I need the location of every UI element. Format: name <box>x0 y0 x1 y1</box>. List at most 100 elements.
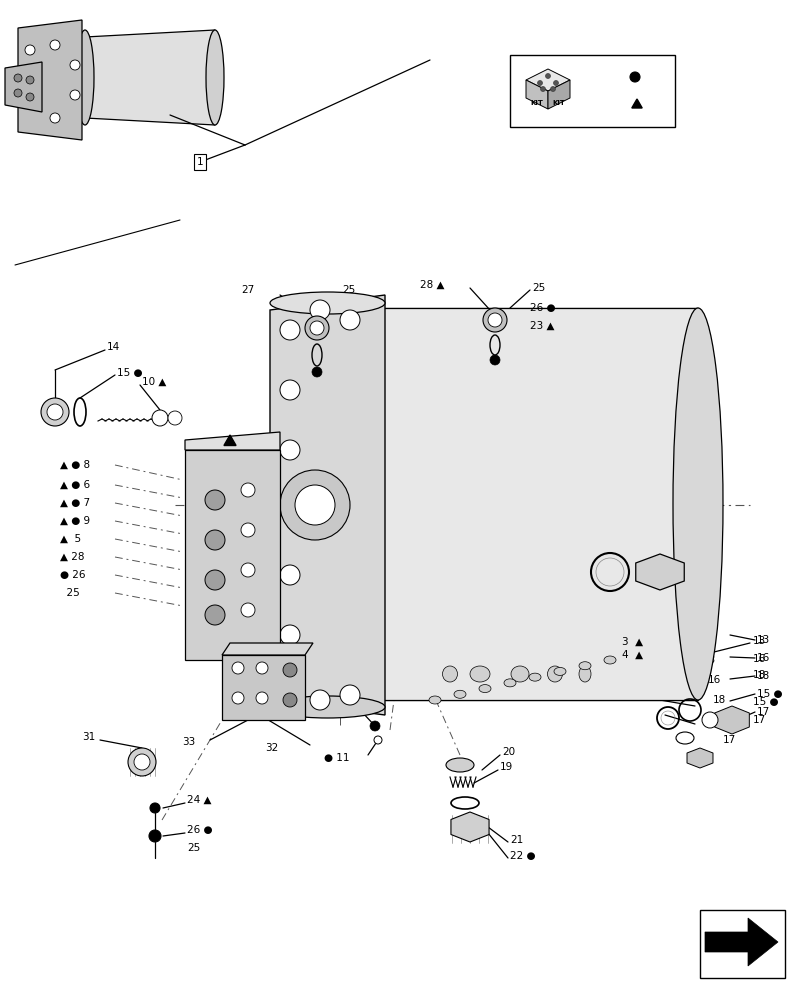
Ellipse shape <box>511 666 528 682</box>
Polygon shape <box>525 80 548 109</box>
Text: 29: 29 <box>697 563 711 573</box>
Text: 15 ●: 15 ● <box>117 368 142 378</box>
Circle shape <box>310 300 329 320</box>
Polygon shape <box>714 706 748 734</box>
Text: 17: 17 <box>756 707 769 717</box>
Text: 23 ▲: 23 ▲ <box>529 321 554 331</box>
Circle shape <box>205 530 225 550</box>
Text: 34  =: 34 = <box>589 70 622 84</box>
Circle shape <box>544 74 550 79</box>
Polygon shape <box>185 450 279 660</box>
Polygon shape <box>335 308 697 700</box>
Circle shape <box>279 625 300 645</box>
Circle shape <box>483 308 507 332</box>
Text: 22 ●: 22 ● <box>509 851 535 861</box>
Circle shape <box>50 40 60 50</box>
Ellipse shape <box>76 30 94 125</box>
Ellipse shape <box>701 712 717 728</box>
Circle shape <box>168 411 181 425</box>
Circle shape <box>241 483 255 497</box>
Ellipse shape <box>547 666 562 682</box>
Text: 25: 25 <box>341 285 355 295</box>
Polygon shape <box>704 918 777 966</box>
Polygon shape <box>85 30 214 125</box>
Ellipse shape <box>675 732 693 744</box>
Circle shape <box>537 81 542 86</box>
Text: ▲ ● 6: ▲ ● 6 <box>60 480 90 490</box>
Polygon shape <box>222 643 312 655</box>
Circle shape <box>279 440 300 460</box>
Circle shape <box>340 685 360 705</box>
Text: ● 11: ● 11 <box>324 753 349 763</box>
Circle shape <box>552 81 558 86</box>
Text: 18: 18 <box>756 671 769 681</box>
Polygon shape <box>525 69 569 91</box>
Circle shape <box>26 76 34 84</box>
Polygon shape <box>185 432 279 450</box>
Circle shape <box>14 89 22 97</box>
Text: 18: 18 <box>752 670 765 680</box>
Text: 33: 33 <box>181 737 195 747</box>
Ellipse shape <box>479 685 491 693</box>
Ellipse shape <box>578 662 590 670</box>
Circle shape <box>149 830 161 842</box>
Text: 13: 13 <box>752 636 765 646</box>
Circle shape <box>26 93 34 101</box>
Text: 17: 17 <box>752 715 765 725</box>
Text: 35  =: 35 = <box>589 99 622 111</box>
Text: ▲ 12: ▲ 12 <box>320 703 344 713</box>
Ellipse shape <box>317 337 352 671</box>
Text: 19: 19 <box>499 762 512 772</box>
Circle shape <box>310 690 329 710</box>
Circle shape <box>41 398 69 426</box>
Circle shape <box>279 320 300 340</box>
Ellipse shape <box>442 666 457 682</box>
Ellipse shape <box>528 673 540 681</box>
Polygon shape <box>222 655 304 720</box>
Circle shape <box>205 490 225 510</box>
Circle shape <box>47 404 63 420</box>
Ellipse shape <box>672 308 722 700</box>
Text: 3  ▲: 3 ▲ <box>622 637 642 647</box>
Text: 25: 25 <box>187 843 200 853</box>
Text: ▲ 2: ▲ 2 <box>282 441 300 451</box>
Circle shape <box>630 72 639 82</box>
FancyBboxPatch shape <box>509 55 675 127</box>
Circle shape <box>232 662 243 674</box>
Circle shape <box>205 605 225 625</box>
Text: 13: 13 <box>702 655 715 665</box>
Circle shape <box>205 570 225 590</box>
Text: 20: 20 <box>501 747 515 757</box>
Circle shape <box>25 95 35 105</box>
Text: ▲ ● 8: ▲ ● 8 <box>60 460 90 470</box>
Circle shape <box>489 355 499 365</box>
Text: ▲  5: ▲ 5 <box>60 534 81 544</box>
Circle shape <box>241 563 255 577</box>
Circle shape <box>50 113 60 123</box>
Text: ▲ 28: ▲ 28 <box>60 552 84 562</box>
Circle shape <box>279 500 300 520</box>
Text: 15 ●: 15 ● <box>756 689 781 699</box>
Text: 32: 32 <box>265 743 278 753</box>
Circle shape <box>241 523 255 537</box>
FancyBboxPatch shape <box>699 910 784 978</box>
Polygon shape <box>450 812 488 842</box>
Polygon shape <box>18 20 82 140</box>
Text: 25: 25 <box>532 283 544 293</box>
Circle shape <box>255 662 267 674</box>
Polygon shape <box>548 80 569 109</box>
Circle shape <box>304 316 328 340</box>
Circle shape <box>255 692 267 704</box>
Text: 26 ●: 26 ● <box>347 313 372 323</box>
Circle shape <box>312 367 321 377</box>
Circle shape <box>279 565 300 585</box>
Circle shape <box>487 313 501 327</box>
Circle shape <box>550 87 555 92</box>
Text: KIT: KIT <box>552 100 565 106</box>
Text: 1: 1 <box>197 157 203 167</box>
Ellipse shape <box>553 667 565 675</box>
Ellipse shape <box>429 696 441 704</box>
Ellipse shape <box>270 292 385 314</box>
Text: 18: 18 <box>712 695 725 705</box>
Circle shape <box>152 410 168 426</box>
